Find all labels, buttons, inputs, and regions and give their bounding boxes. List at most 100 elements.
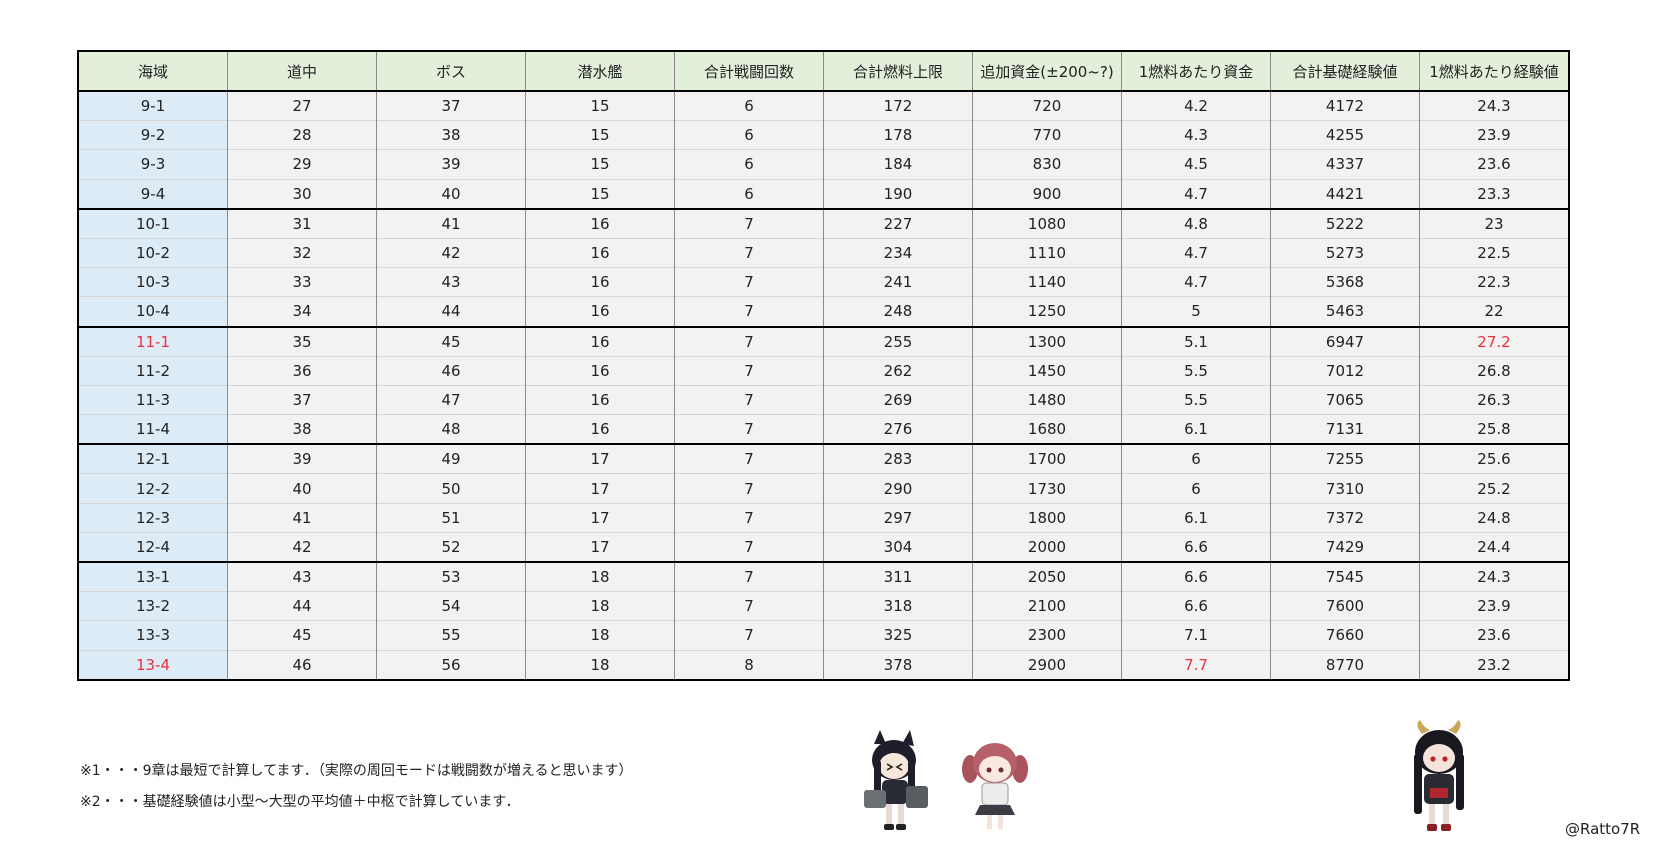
table-cell: 15 xyxy=(525,90,675,121)
column-header: 潜水艦 xyxy=(525,51,675,92)
table-cell: 34 xyxy=(227,296,377,327)
column-header: 追加資金(±200~?) xyxy=(972,51,1122,92)
table-cell: 6.1 xyxy=(1121,502,1271,533)
table-cell: 311 xyxy=(823,561,973,592)
table-cell: 4255 xyxy=(1270,120,1420,150)
table-row: 10-2 32 42 16 7 234 1110 4.7 5273 22.5 xyxy=(77,237,1570,268)
table-cell: 7 xyxy=(674,561,824,592)
table-cell: 25.6 xyxy=(1419,443,1570,474)
table-cell: 1480 xyxy=(972,384,1122,415)
table-cell: 24.3 xyxy=(1419,561,1570,592)
table-cell: 16 xyxy=(525,325,675,357)
table-cell: 24.8 xyxy=(1419,502,1570,533)
table-cell: 241 xyxy=(823,267,973,297)
table-cell: 23.3 xyxy=(1419,178,1570,209)
table-cell: 51 xyxy=(376,502,526,533)
table-cell: 33 xyxy=(227,267,377,297)
table-cell: 37 xyxy=(227,384,377,415)
table-body: 9-1 27 37 15 6 172 720 4.2 4172 24.3 9-2 28 38 15 6 178… xyxy=(77,90,1570,680)
stage-cell: 13-1 xyxy=(77,561,228,592)
table-cell: 7 xyxy=(674,502,824,533)
stage-cell: 12-2 xyxy=(77,473,228,504)
table-cell: 7065 xyxy=(1270,384,1420,415)
table-cell: 5.1 xyxy=(1121,325,1271,357)
stage-cell: 10-4 xyxy=(77,296,228,327)
table-cell: 44 xyxy=(376,296,526,327)
table-cell: 830 xyxy=(972,149,1122,180)
table-row: 9-4 30 40 15 6 190 900 4.7 4421 23.3 xyxy=(77,178,1570,209)
table-cell: 7 xyxy=(674,296,824,327)
table-row: 12-2 40 50 17 7 290 1730 6 7310 25.2 xyxy=(77,473,1570,504)
table-cell: 46 xyxy=(376,355,526,386)
table-cell: 23.9 xyxy=(1419,120,1570,150)
table-cell: 38 xyxy=(227,414,377,445)
table-cell: 1800 xyxy=(972,502,1122,533)
footnotes: ※1・・・9章は最短で計算してます．（実際の周回モードは戦闘数が増えると思います… xyxy=(80,756,632,818)
table-cell: 22.3 xyxy=(1419,267,1570,297)
table-cell: 18 xyxy=(525,649,675,680)
table-cell: 1250 xyxy=(972,296,1122,327)
table-cell: 30 xyxy=(227,178,377,209)
footnote-2: ※2・・・基礎経験値は小型～大型の平均値＋中枢で計算しています． xyxy=(80,794,520,810)
table-cell: 41 xyxy=(376,207,526,239)
table-row: 12-3 41 51 17 7 297 1800 6.1 7372 24.8 xyxy=(77,502,1570,533)
column-header: 合計戦闘回数 xyxy=(674,51,824,92)
table-cell: 22 xyxy=(1419,296,1570,327)
table-cell: 8770 xyxy=(1270,649,1420,680)
stage-cell: 10-3 xyxy=(77,267,228,297)
table-cell: 23.6 xyxy=(1419,149,1570,180)
table-cell: 40 xyxy=(376,178,526,209)
table-cell: 172 xyxy=(823,90,973,121)
table-cell: 6 xyxy=(674,120,824,150)
table-cell: 720 xyxy=(972,90,1122,121)
table-cell: 1680 xyxy=(972,414,1122,445)
table-cell: 6947 xyxy=(1270,325,1420,357)
table-cell: 16 xyxy=(525,237,675,268)
table-cell: 50 xyxy=(376,473,526,504)
table-cell: 304 xyxy=(823,531,973,562)
table-cell: 15 xyxy=(525,120,675,150)
table-cell: 55 xyxy=(376,620,526,651)
table-header: 海域 道中 ボス 潜水艦 合計戦闘回数 合計燃料上限 追加資金(±200~?) 1燃料あたり資… xyxy=(77,51,1570,92)
table-cell: 42 xyxy=(227,531,377,562)
table-cell: 27.2 xyxy=(1419,325,1570,357)
table-cell: 40 xyxy=(227,473,377,504)
table-cell: 26.8 xyxy=(1419,355,1570,386)
table-cell: 39 xyxy=(227,443,377,474)
table-cell: 7 xyxy=(674,473,824,504)
table-cell: 6 xyxy=(674,178,824,209)
table-row: 10-1 31 41 16 7 227 1080 4.8 5222 23 xyxy=(77,207,1570,239)
table-cell: 18 xyxy=(525,561,675,592)
stage-cell: 11-1 xyxy=(77,325,228,357)
table-cell: 255 xyxy=(823,325,973,357)
table-cell: 7545 xyxy=(1270,561,1420,592)
table-row: 9-1 27 37 15 6 172 720 4.2 4172 24.3 xyxy=(77,90,1570,121)
column-header: 合計基礎経験値 xyxy=(1270,51,1420,92)
table-cell: 5222 xyxy=(1270,207,1420,239)
table-cell: 38 xyxy=(376,120,526,150)
table-cell: 6.6 xyxy=(1121,531,1271,562)
table-cell: 27 xyxy=(227,90,377,121)
table-cell: 283 xyxy=(823,443,973,474)
table-cell: 7 xyxy=(674,355,824,386)
table-cell: 7372 xyxy=(1270,502,1420,533)
table-cell: 7660 xyxy=(1270,620,1420,651)
stage-cell: 12-4 xyxy=(77,531,228,562)
table-cell: 7012 xyxy=(1270,355,1420,386)
table-row: 9-3 29 39 15 6 184 830 4.5 4337 23.6 xyxy=(77,149,1570,180)
table-cell: 900 xyxy=(972,178,1122,209)
table-cell: 6 xyxy=(1121,473,1271,504)
table-cell: 178 xyxy=(823,120,973,150)
twin-tail-girl-chibi-icon xyxy=(962,743,1028,829)
author-credit: @Ratto7R xyxy=(1565,820,1641,838)
table-cell: 234 xyxy=(823,237,973,268)
table-cell: 32 xyxy=(227,237,377,268)
table-cell: 52 xyxy=(376,531,526,562)
stage-cell: 10-2 xyxy=(77,237,228,268)
table-row: 12-4 42 52 17 7 304 2000 6.6 7429 24.4 xyxy=(77,531,1570,562)
table-cell: 46 xyxy=(227,649,377,680)
table-cell: 2000 xyxy=(972,531,1122,562)
table-cell: 4.7 xyxy=(1121,178,1271,209)
table-cell: 7 xyxy=(674,384,824,415)
table-cell: 6 xyxy=(674,149,824,180)
